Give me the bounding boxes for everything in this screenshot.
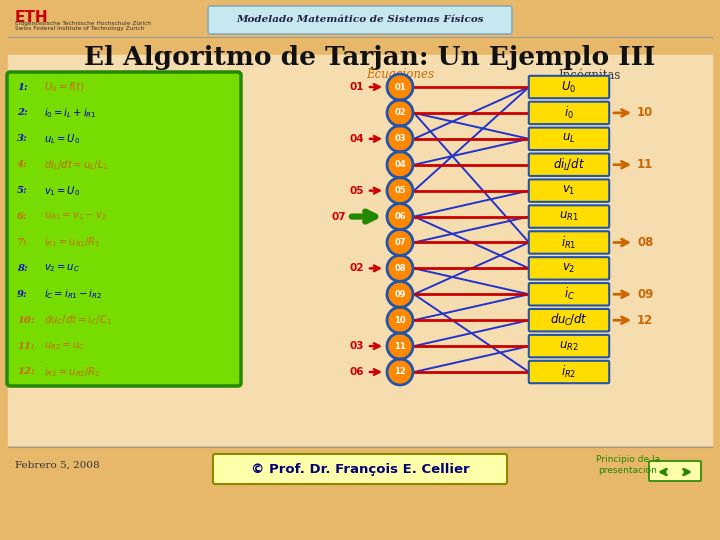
Circle shape [387,333,413,359]
Text: Febrero 5, 2008: Febrero 5, 2008 [15,461,99,469]
Text: ETH: ETH [15,10,49,25]
Text: $i_0 = i_L + i_{R1}$: $i_0 = i_L + i_{R1}$ [44,106,96,120]
Text: El Algoritmo de Tarjan: Un Ejemplo III: El Algoritmo de Tarjan: Un Ejemplo III [84,45,656,71]
Text: 3:: 3: [17,134,28,143]
Text: $v_2 = u_C$: $v_2 = u_C$ [44,262,80,274]
FancyBboxPatch shape [7,72,241,386]
FancyBboxPatch shape [528,76,609,98]
Text: 8:: 8: [17,264,28,273]
FancyBboxPatch shape [213,454,507,484]
Circle shape [387,178,413,204]
FancyBboxPatch shape [528,257,609,280]
Text: 05: 05 [394,186,406,195]
Text: 11: 11 [394,342,406,350]
Text: 06: 06 [394,212,406,221]
FancyBboxPatch shape [528,283,609,306]
Text: $U_0$: $U_0$ [562,79,577,94]
Text: $di_L\!/dt$: $di_L\!/dt$ [553,157,585,173]
Text: 1:: 1: [17,83,28,91]
Text: 07: 07 [331,212,346,221]
Text: $u_{R1} = v_1 - v_2$: $u_{R1} = v_1 - v_2$ [44,211,107,222]
Text: 02: 02 [349,264,364,273]
Text: 9:: 9: [17,290,28,299]
Text: 07: 07 [395,238,406,247]
Text: 11: 11 [637,158,653,171]
Text: 05: 05 [349,186,364,195]
Text: $i_C$: $i_C$ [564,286,575,302]
Circle shape [387,204,413,230]
FancyBboxPatch shape [528,335,609,357]
FancyBboxPatch shape [528,361,609,383]
Text: $u_{R2} = u_C$: $u_{R2} = u_C$ [44,340,86,352]
Circle shape [387,74,413,100]
Circle shape [387,359,413,385]
Circle shape [387,126,413,152]
Text: Swiss Federal Institute of Technology Zurich: Swiss Federal Institute of Technology Zu… [15,26,144,31]
Text: 6:: 6: [17,212,28,221]
Text: 04: 04 [394,160,406,169]
Text: Modelado Matemático de Sistemas Físicos: Modelado Matemático de Sistemas Físicos [236,15,484,24]
Text: $u_L = U_0$: $u_L = U_0$ [44,132,80,146]
Text: $du_C/dt = i_C / C_1$: $du_C/dt = i_C / C_1$ [44,313,112,327]
Text: $i_{R2}$: $i_{R2}$ [562,364,577,380]
Text: $i_0$: $i_0$ [564,105,574,121]
Text: $U_0 = f(t)$: $U_0 = f(t)$ [44,80,85,94]
Text: 09: 09 [395,290,406,299]
Bar [8,55,712,445]
Text: $u_{R2}$: $u_{R2}$ [559,340,579,353]
Circle shape [387,281,413,307]
Text: 04: 04 [349,134,364,144]
Text: Ecuaciones: Ecuaciones [366,69,434,82]
Text: 08: 08 [395,264,406,273]
Text: 7:: 7: [17,238,28,247]
FancyBboxPatch shape [649,461,701,481]
FancyBboxPatch shape [528,231,609,254]
Text: © Prof. Dr. François E. Cellier: © Prof. Dr. François E. Cellier [251,462,469,476]
FancyBboxPatch shape [528,127,609,150]
Text: 2:: 2: [17,109,28,117]
Text: 12: 12 [394,368,406,376]
Text: 09: 09 [637,288,653,301]
Text: 08: 08 [637,236,653,249]
Text: $v_1$: $v_1$ [562,184,576,197]
Text: Eidgenössische Technische Hochschule Zürich: Eidgenössische Technische Hochschule Zür… [15,21,151,26]
Text: 06: 06 [349,367,364,377]
Text: 01: 01 [394,83,406,91]
Circle shape [387,255,413,281]
Text: $du_C\!/dt$: $du_C\!/dt$ [550,312,588,328]
Text: Principio de la
presentación: Principio de la presentación [596,455,660,475]
FancyBboxPatch shape [208,6,512,34]
Circle shape [387,230,413,255]
Text: $i_C = i_{R1} - i_{R2}$: $i_C = i_{R1} - i_{R2}$ [44,287,102,301]
Text: $i_{R1}$: $i_{R1}$ [562,234,577,251]
FancyBboxPatch shape [528,205,609,228]
Circle shape [387,307,413,333]
Text: 10:: 10: [17,316,35,325]
FancyBboxPatch shape [528,153,609,176]
FancyBboxPatch shape [528,179,609,202]
Text: 03: 03 [395,134,406,143]
Circle shape [387,152,413,178]
Text: 10: 10 [637,106,653,119]
Text: 12:: 12: [17,368,35,376]
Text: $u_L$: $u_L$ [562,132,576,145]
Text: 03: 03 [349,341,364,351]
Text: $u_{R1}$: $u_{R1}$ [559,210,579,223]
Text: 10: 10 [394,316,406,325]
Text: 12: 12 [637,314,653,327]
Text: 5:: 5: [17,186,28,195]
Text: Incógnitas: Incógnitas [559,68,621,82]
Text: $di_L/dt = u_L / L_1$: $di_L/dt = u_L / L_1$ [44,158,109,172]
FancyBboxPatch shape [528,309,609,332]
Text: 01: 01 [349,82,364,92]
Text: $v_1 = U_0$: $v_1 = U_0$ [44,184,80,198]
Text: $i_{R1} = u_{R1} / R_1$: $i_{R1} = u_{R1} / R_1$ [44,235,101,249]
Text: 02: 02 [394,109,406,117]
Text: $i_{R2} = u_{R2} / R_2$: $i_{R2} = u_{R2} / R_2$ [44,365,101,379]
Circle shape [387,100,413,126]
Text: 11:: 11: [17,342,35,350]
FancyBboxPatch shape [528,102,609,124]
Text: $v_2$: $v_2$ [562,262,576,275]
Text: 4:: 4: [17,160,28,169]
